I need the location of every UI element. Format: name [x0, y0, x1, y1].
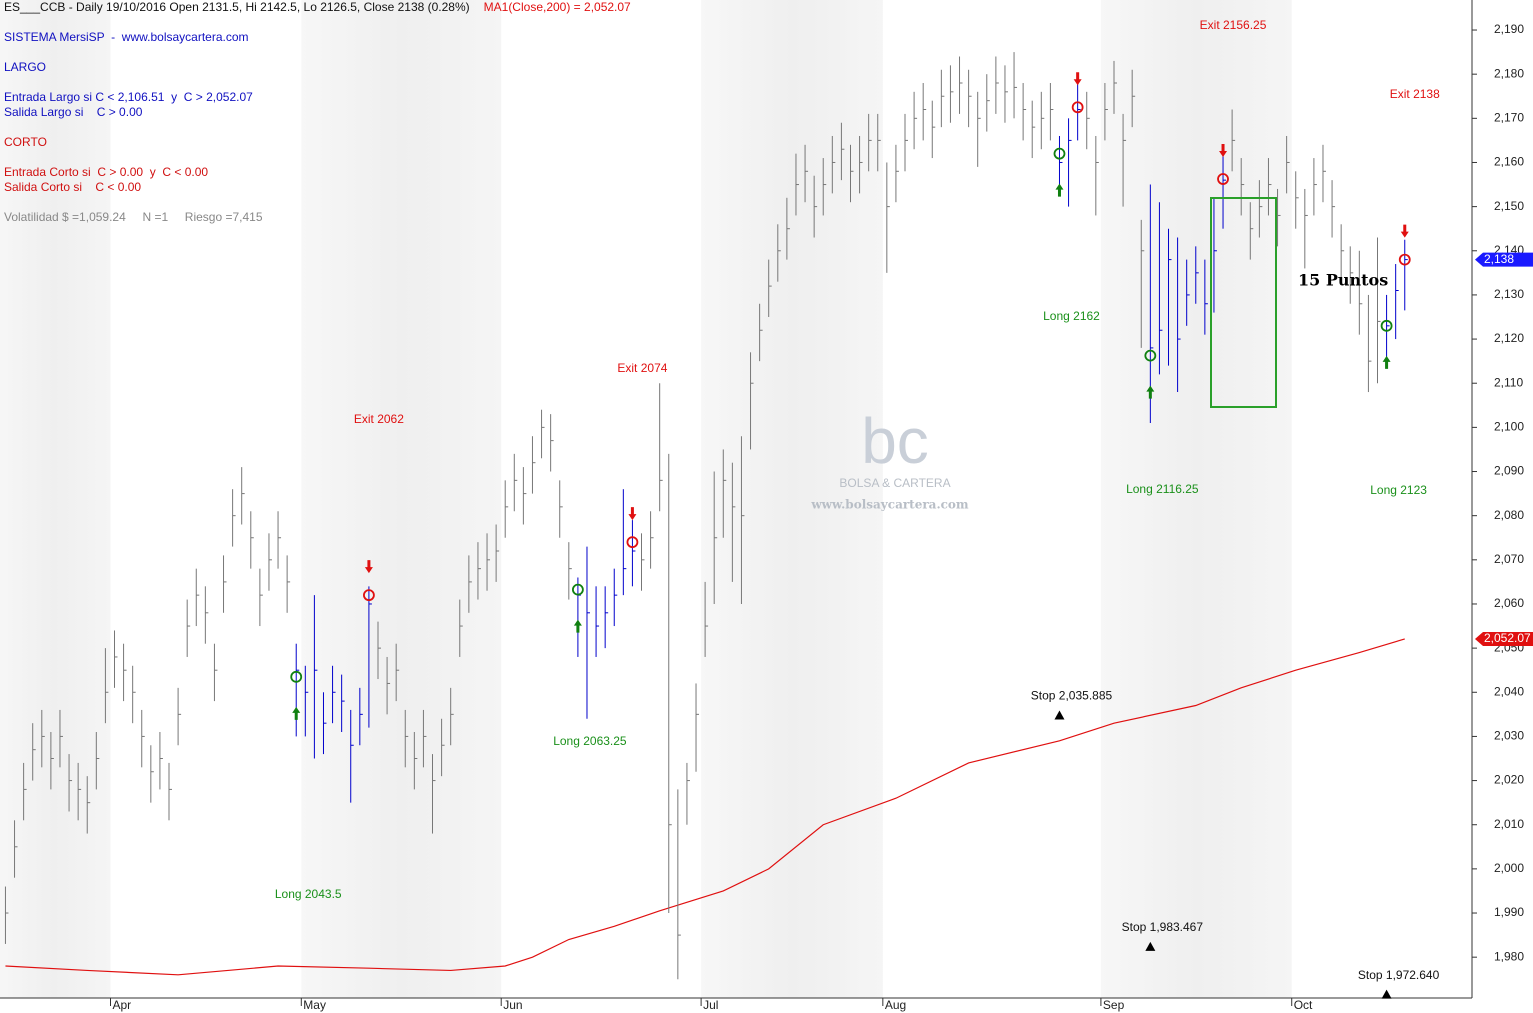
exit-arrow: [1400, 224, 1409, 238]
info-line: LARGO: [4, 60, 46, 74]
entry-marker: [1053, 147, 1066, 160]
entry-label: Long 2063.25: [553, 734, 627, 748]
exit-arrow: [1073, 72, 1082, 86]
month-shade: [0, 0, 111, 998]
y-tick-label: 1,980: [1494, 949, 1524, 963]
y-tick-label: 2,190: [1494, 22, 1524, 36]
y-tick-label: 2,020: [1494, 773, 1524, 787]
exit-arrow: [628, 507, 637, 521]
price-tag-label: 2,138: [1484, 252, 1514, 266]
exit-marker: [1071, 101, 1084, 114]
y-tick-label: 2,010: [1494, 817, 1524, 831]
x-tick-label: May: [303, 998, 326, 1012]
exit-marker: [1217, 173, 1229, 185]
y-tick-label: 2,120: [1494, 331, 1524, 345]
y-tick-label: 2,130: [1494, 287, 1524, 301]
header-title: ES___CCB - Daily 19/10/2016 Open 2131.5,…: [4, 0, 470, 14]
stop-label: Stop 2,035.885: [1031, 689, 1113, 703]
entry-label: Long 2043.5: [275, 887, 342, 901]
entry-arrow: [292, 706, 301, 720]
exit-label: Exit 2062: [354, 412, 404, 426]
info-line: SISTEMA MersiSP - www.bolsaycartera.com: [4, 30, 249, 44]
info-line: Salida Largo si C > 0.00: [4, 105, 143, 119]
y-tick-label: 2,100: [1494, 420, 1524, 434]
exit-marker: [363, 589, 375, 602]
y-tick-label: 2,160: [1494, 155, 1524, 169]
exit-arrow: [364, 560, 373, 574]
watermark-name: BOLSA & CARTERA: [839, 476, 950, 490]
info-line: Volatilidad $ =1,059.24 N =1 Riesgo =7,4…: [4, 210, 263, 224]
y-tick-label: 2,000: [1494, 861, 1524, 875]
stop-marker: [1054, 710, 1065, 720]
annotation: 15 Puntos: [1298, 271, 1388, 290]
y-tick-label: 2,030: [1494, 729, 1524, 743]
entry-arrow: [573, 619, 582, 633]
entry-label: Long 2116.25: [1126, 482, 1199, 496]
x-tick-label: Jul: [703, 998, 718, 1012]
x-tick-label: Aug: [885, 998, 906, 1012]
exit-label: Exit 2156.25: [1200, 18, 1267, 32]
entry-label: Long 2123: [1370, 483, 1427, 497]
month-shade: [1100, 0, 1292, 998]
x-tick-label: Jun: [503, 998, 522, 1012]
y-tick-label: 2,070: [1494, 552, 1524, 566]
entry-arrow: [1382, 355, 1391, 369]
exit-marker: [1398, 253, 1411, 266]
info-line: Entrada Largo si C < 2,106.51 y C > 2,05…: [4, 90, 253, 104]
entry-arrow: [1055, 183, 1064, 197]
exit-marker: [626, 536, 639, 549]
exit-label: Exit 2138: [1390, 87, 1440, 101]
month-shade: [301, 0, 502, 998]
y-tick-label: 2,090: [1494, 464, 1524, 478]
info-line: Salida Corto si C < 0.00: [4, 180, 141, 194]
info-line: CORTO: [4, 135, 47, 149]
stop-label: Stop 1,972.640: [1358, 968, 1440, 982]
x-tick-label: Oct: [1294, 998, 1313, 1012]
price-tag-label: 2,052.07: [1484, 631, 1531, 645]
watermark-url: www.bolsaycartera.com: [810, 498, 969, 512]
x-tick-label: Apr: [112, 998, 131, 1012]
y-tick-label: 2,180: [1494, 66, 1524, 80]
y-tick-label: 2,150: [1494, 199, 1524, 213]
y-tick-label: 1,990: [1494, 905, 1524, 919]
price-tag: [1475, 252, 1533, 267]
entry-marker: [1144, 349, 1157, 362]
exit-label: Exit 2074: [617, 361, 667, 375]
entry-arrow: [1146, 385, 1155, 399]
stop-marker: [1145, 941, 1156, 951]
y-tick-label: 2,170: [1494, 110, 1524, 124]
info-line: Entrada Corto si C > 0.00 y C < 0.00: [4, 165, 208, 179]
y-tick-label: 2,060: [1494, 596, 1524, 610]
watermark-logo: bc: [861, 405, 929, 477]
price-tag: [1475, 631, 1533, 646]
month-shade: [701, 0, 883, 998]
entry-marker: [1380, 319, 1393, 332]
entry-marker: [571, 583, 584, 596]
highlight-box: [1210, 197, 1277, 408]
stop-label: Stop 1,983.467: [1122, 920, 1204, 934]
ma-line: [5, 638, 1405, 976]
stop-marker: [1381, 989, 1392, 999]
y-tick-label: 2,110: [1494, 375, 1523, 389]
x-tick-label: Sep: [1103, 998, 1125, 1012]
exit-arrow: [1219, 144, 1228, 158]
header-ma: MA1(Close,200) = 2,052.07: [484, 0, 631, 14]
entry-marker: [290, 670, 303, 683]
y-tick-label: 2,080: [1494, 508, 1524, 522]
entry-label: Long 2162: [1043, 309, 1100, 323]
y-tick-label: 2,040: [1494, 684, 1524, 698]
